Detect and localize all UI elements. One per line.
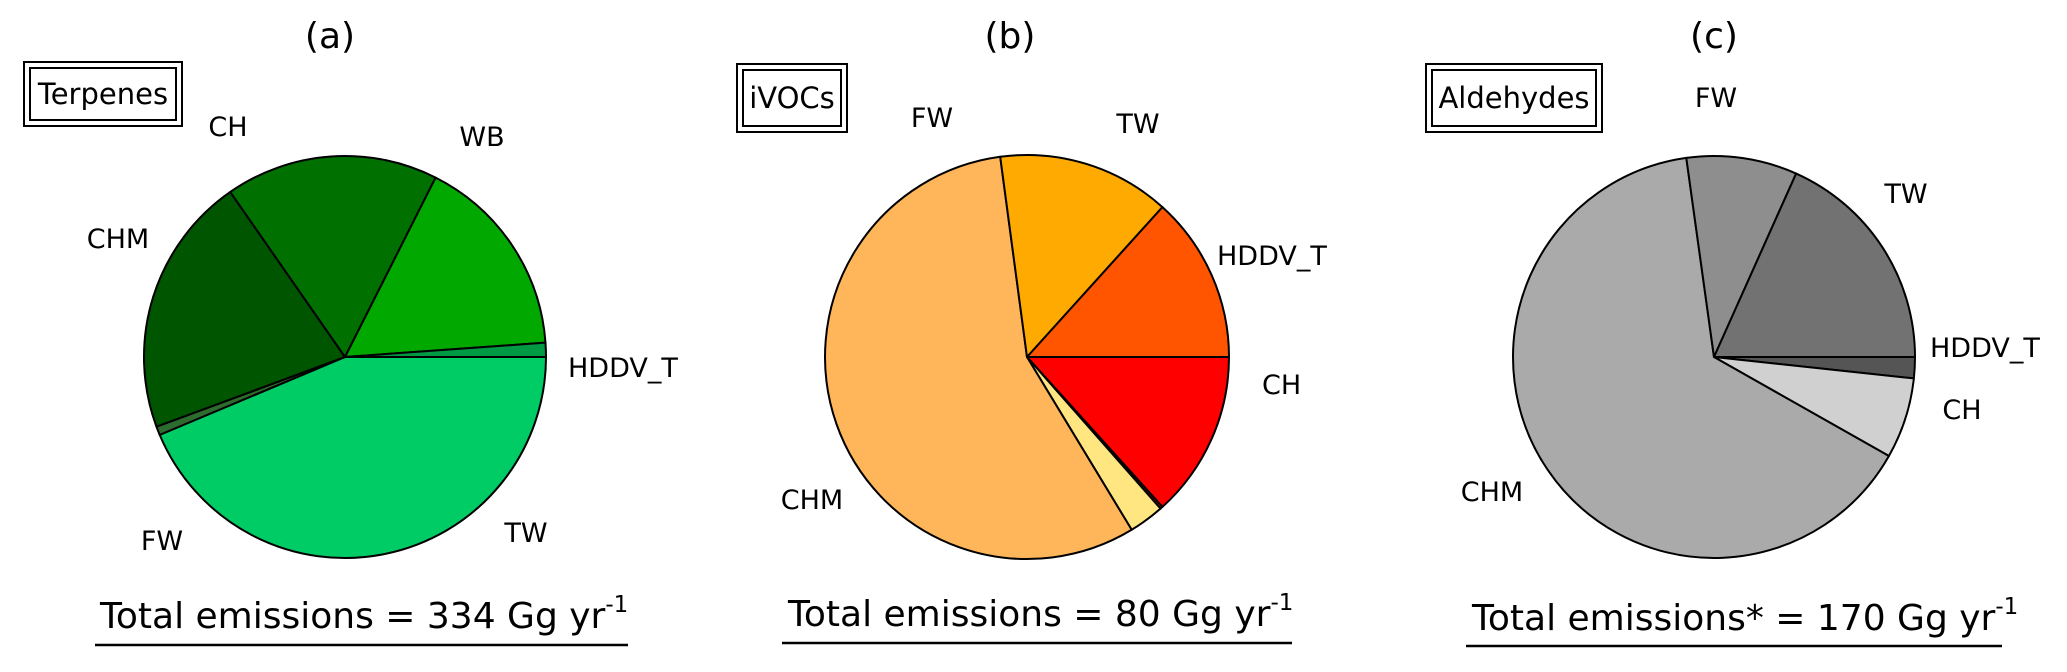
- pie-slice-tw: [143, 190, 346, 428]
- title-box-outer: [736, 63, 848, 133]
- slice-label-tw: TW: [1115, 109, 1159, 140]
- total-emissions-exponent: -1: [605, 592, 628, 618]
- pie-slice-fw: [1685, 155, 1798, 358]
- title-box-inner: [29, 67, 177, 121]
- total-emissions-exponent: -1: [1995, 594, 2018, 620]
- pie-slice-tw: [1026, 206, 1230, 358]
- panel-label: (c): [1690, 16, 1738, 57]
- panel-label: (a): [305, 16, 355, 57]
- pie-slice-fw: [999, 154, 1164, 358]
- pie-slice-chm: [824, 155, 1133, 560]
- slice-label-chm: CHM: [87, 224, 149, 255]
- pie-title: iVOCs: [749, 81, 835, 115]
- pie-slice-tw: [1713, 172, 1916, 358]
- panel-label: (b): [985, 16, 1036, 57]
- slice-label-hddv-t: HDDV_T: [568, 353, 678, 384]
- slice-label-chm: CHM: [781, 485, 843, 516]
- panel-aldehydes: (c) Aldehydes HDDV_T CH CHM FW TW Total …: [1425, 16, 2041, 648]
- slice-label-ch: CH: [1262, 370, 1301, 401]
- total-emissions-value: Total emissions = 80 Gg yr: [787, 594, 1271, 635]
- slice-label-hddv-t: HDDV_T: [1217, 241, 1327, 272]
- pie-slice-chm: [344, 176, 547, 358]
- pie-title: Aldehydes: [1438, 81, 1589, 115]
- title-box-outer: [23, 61, 183, 127]
- pie-title: Terpenes: [37, 77, 168, 111]
- pie-slice-ch: [344, 341, 548, 358]
- slice-label-fw: FW: [1695, 83, 1737, 114]
- pie-slice-labels: HDDV_T CH CHM FW TW: [1461, 83, 2041, 508]
- pie-slice-chm: [1512, 156, 1890, 559]
- slice-label-fw: FW: [911, 103, 953, 134]
- pie-slices: [143, 155, 548, 559]
- slice-label-fw: FW: [141, 526, 183, 557]
- total-emissions-text: Total emissions = 80 Gg yr-1: [787, 590, 1293, 635]
- slice-label-chm: CHM: [1461, 477, 1523, 508]
- slice-label-ch: CH: [1942, 395, 1981, 426]
- slice-label-tw: TW: [503, 518, 547, 549]
- total-emissions-text: Total emissions = 334 Gg yr-1: [99, 592, 628, 637]
- pie-slices: [824, 154, 1230, 560]
- panel-ivocs: (b) iVOCs HDDV_T CH CHM FW TW Total emis…: [736, 16, 1328, 645]
- slice-label-wb: WB: [459, 122, 504, 153]
- total-emissions-exponent: -1: [1270, 590, 1293, 616]
- title-box-inner: [1431, 69, 1597, 127]
- pie-slices: [1512, 155, 1916, 559]
- pie-slice-wb: [158, 356, 547, 559]
- pie-slice-fw: [229, 155, 437, 358]
- slice-label-tw: TW: [1883, 179, 1927, 210]
- title-box-outer: [1425, 63, 1603, 133]
- slice-label-hddv-t: HDDV_T: [1930, 333, 2040, 364]
- slice-label-ch: CH: [208, 112, 247, 143]
- total-emissions-value: Total emissions* = 170 Gg yr: [1471, 598, 1996, 639]
- pie-slice-labels: WB HDDV_T TW FW CHM CH: [87, 112, 679, 557]
- total-emissions-value: Total emissions = 334 Gg yr: [99, 596, 606, 637]
- pie-slice-labels: HDDV_T CH CHM FW TW: [781, 103, 1328, 516]
- pie-slice-hddv-t: [1026, 356, 1230, 508]
- panel-terpenes: (a) Terpenes WB HDDV_T TW FW CHM CH Tota…: [23, 16, 679, 647]
- total-emissions-text: Total emissions* = 170 Gg yr-1: [1471, 594, 2018, 639]
- title-box-inner: [742, 69, 842, 127]
